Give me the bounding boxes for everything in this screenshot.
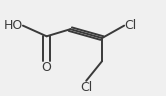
- Text: HO: HO: [4, 19, 23, 32]
- Text: Cl: Cl: [80, 81, 92, 94]
- Text: O: O: [42, 61, 52, 74]
- Text: Cl: Cl: [124, 19, 136, 32]
